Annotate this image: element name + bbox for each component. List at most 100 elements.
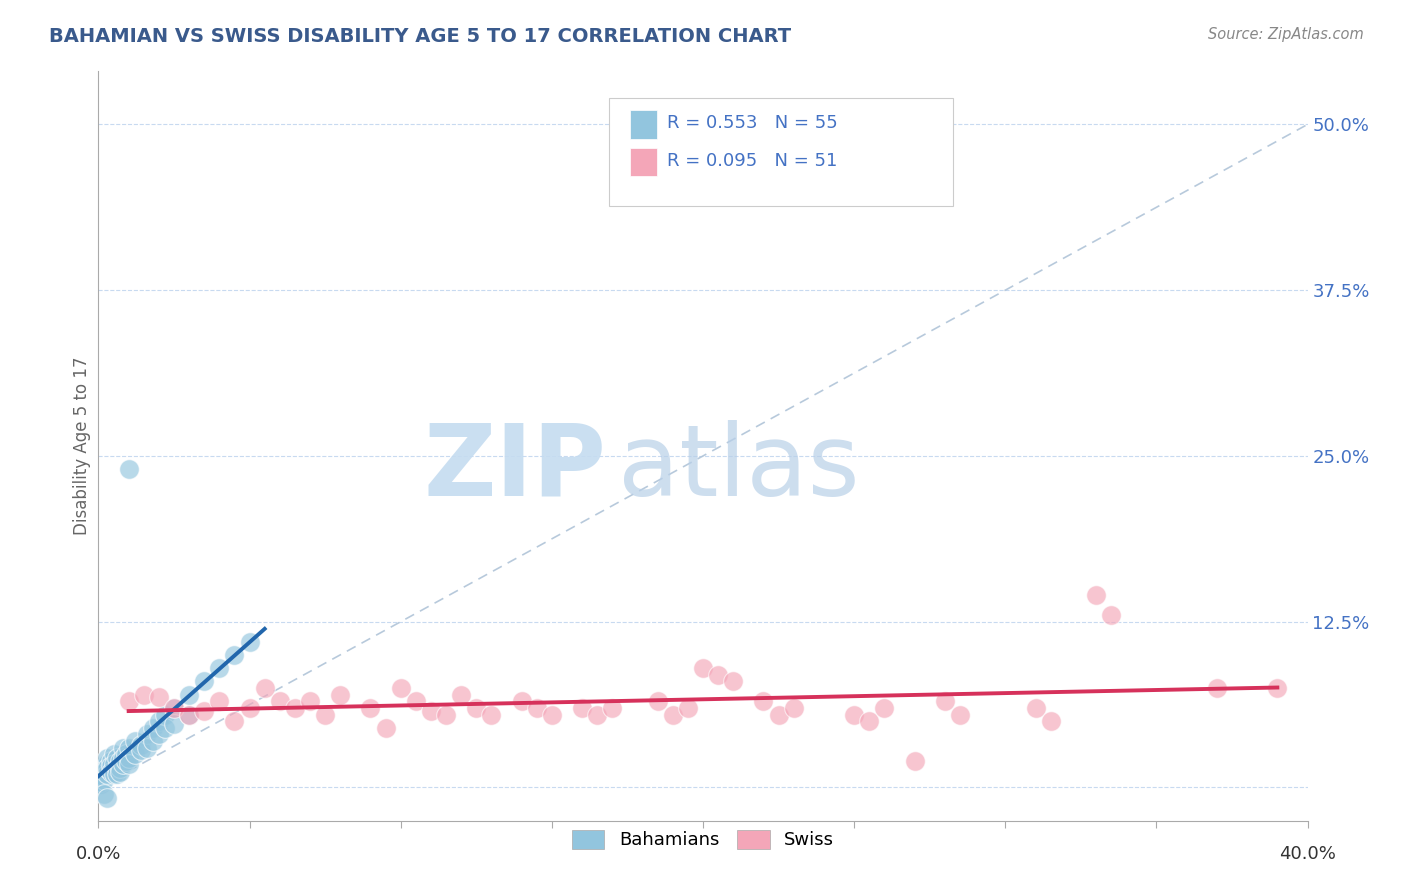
Point (96, 756, 118, 771)
Point (96, 767, 118, 781)
Point (374, 721, 396, 735)
Point (153, 707, 176, 722)
Point (90, 775, 112, 789)
Point (179, 707, 201, 722)
Point (148, 690, 170, 705)
Point (100, 764, 122, 779)
Point (299, 694, 322, 708)
Point (239, 701, 262, 715)
Point (752, 694, 775, 708)
Point (148, 714, 170, 728)
Point (360, 701, 382, 715)
Point (148, 727, 170, 741)
Text: R = 0.553   N = 55: R = 0.553 N = 55 (666, 114, 838, 132)
Point (647, 694, 669, 708)
Point (111, 751, 134, 765)
Point (692, 661, 714, 675)
Point (844, 707, 866, 722)
Point (90, 773, 112, 788)
Text: 40.0%: 40.0% (1279, 845, 1336, 863)
Point (105, 761, 128, 775)
Point (389, 681, 412, 695)
Point (420, 704, 443, 718)
Point (96, 761, 118, 775)
Point (193, 704, 215, 718)
Point (224, 714, 246, 728)
Point (253, 681, 276, 695)
Point (208, 694, 231, 708)
Point (1206, 681, 1229, 695)
Point (129, 743, 152, 757)
Point (118, 462, 141, 476)
Point (163, 716, 186, 731)
Point (526, 701, 548, 715)
Point (1039, 714, 1062, 728)
Point (586, 707, 609, 722)
Point (93, 787, 115, 801)
FancyBboxPatch shape (609, 97, 953, 206)
Point (510, 694, 533, 708)
Point (105, 767, 128, 781)
Text: 0.0%: 0.0% (76, 845, 121, 863)
Point (142, 721, 165, 735)
Text: atlas: atlas (619, 420, 860, 517)
Point (163, 701, 186, 715)
Point (93, 764, 115, 779)
Point (676, 701, 699, 715)
Point (135, 740, 157, 755)
Point (108, 764, 131, 779)
Point (450, 688, 472, 702)
Point (949, 707, 972, 722)
Point (193, 674, 215, 689)
Point (124, 734, 146, 748)
Point (873, 701, 896, 715)
Point (571, 701, 593, 715)
Point (132, 688, 155, 702)
Point (118, 751, 141, 765)
Point (124, 747, 146, 762)
Point (108, 754, 131, 768)
Point (904, 754, 927, 768)
Point (103, 767, 125, 781)
Text: ZIP: ZIP (423, 420, 606, 517)
Point (114, 754, 136, 768)
Point (602, 701, 624, 715)
Point (100, 759, 122, 773)
Point (103, 747, 125, 762)
Bar (630, 111, 657, 139)
Point (405, 694, 427, 708)
Point (163, 701, 186, 715)
Point (934, 694, 956, 708)
Point (118, 756, 141, 771)
Point (142, 734, 165, 748)
Point (118, 740, 141, 755)
Point (111, 740, 134, 755)
Legend: Bahamians, Swiss: Bahamians, Swiss (565, 822, 841, 856)
Point (768, 707, 790, 722)
Point (783, 701, 806, 715)
Point (434, 707, 457, 722)
Point (93, 772, 115, 787)
Point (723, 674, 745, 689)
Point (540, 707, 562, 722)
Y-axis label: Disability Age 5 to 17: Disability Age 5 to 17 (73, 357, 91, 535)
Point (135, 727, 157, 741)
Point (118, 694, 141, 708)
Point (1267, 681, 1289, 695)
Text: R = 0.095   N = 51: R = 0.095 N = 51 (666, 152, 837, 169)
Point (90, 771, 112, 785)
Text: BAHAMIAN VS SWISS DISABILITY AGE 5 TO 17 CORRELATION CHART: BAHAMIAN VS SWISS DISABILITY AGE 5 TO 17… (49, 27, 792, 45)
Point (208, 661, 231, 675)
Point (707, 667, 730, 681)
Point (329, 688, 352, 702)
Point (96, 751, 118, 765)
Bar (630, 148, 657, 177)
Point (465, 701, 488, 715)
Point (314, 707, 336, 722)
Point (105, 751, 128, 765)
Point (1024, 701, 1046, 715)
Point (858, 714, 880, 728)
Point (93, 770, 115, 784)
Point (111, 756, 134, 771)
Point (179, 688, 201, 702)
